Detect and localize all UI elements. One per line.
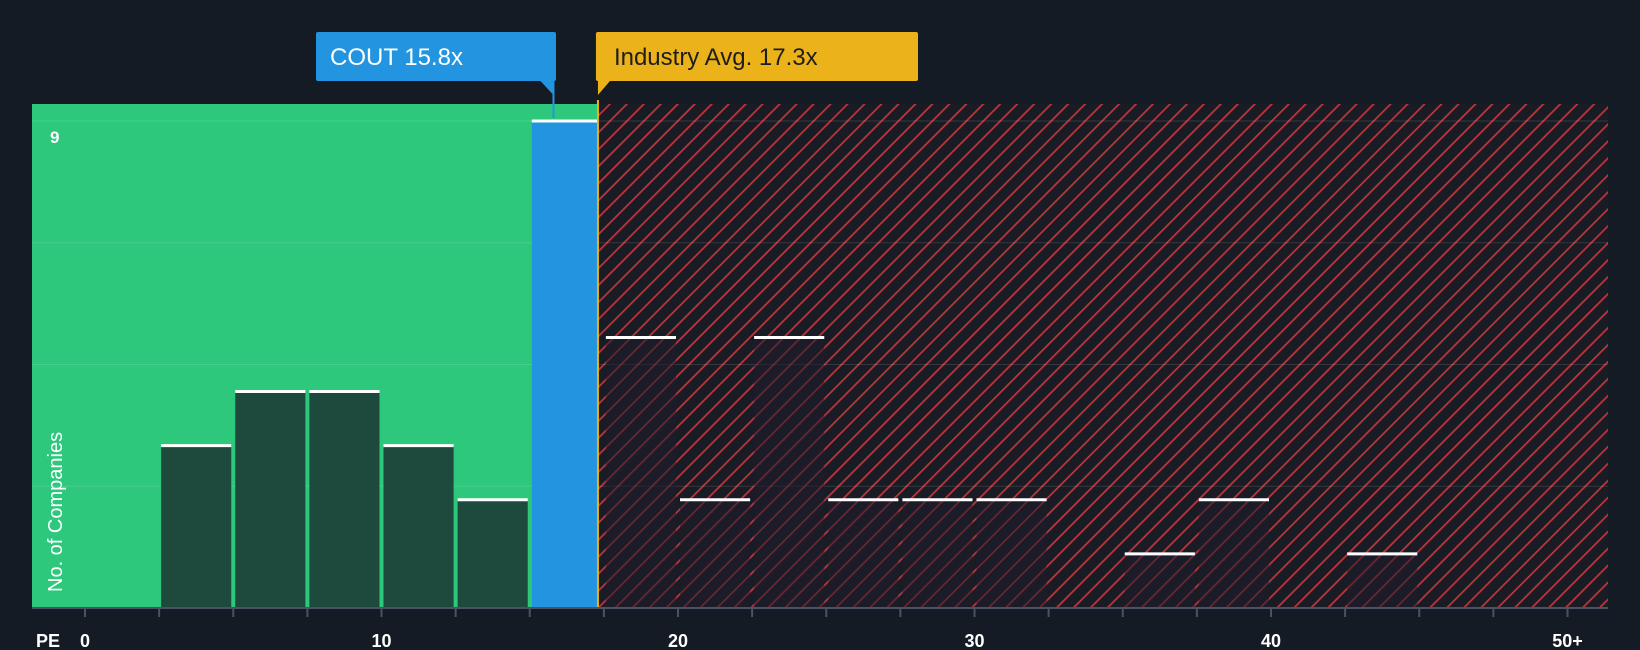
bar-12	[976, 499, 1047, 608]
bar-7	[605, 337, 676, 608]
bar-11	[902, 499, 973, 608]
bar-9	[754, 337, 825, 608]
bar-10	[828, 499, 899, 608]
bar-1	[161, 445, 232, 608]
bar-15	[1347, 553, 1418, 608]
x-tick-label-1: 0	[80, 631, 90, 650]
y-max-label: 9	[50, 128, 59, 147]
bar-5	[457, 499, 528, 608]
company-callout-pointer	[540, 81, 554, 95]
bar-8	[680, 499, 751, 608]
bar-4	[383, 445, 454, 608]
bar-14	[1198, 499, 1269, 608]
industry-callout-pointer	[597, 81, 610, 95]
company-callout-label: COUT 15.8x	[330, 44, 463, 71]
industry-callout-label: Industry Avg. 17.3x	[614, 44, 818, 71]
x-tick-label-2: 10	[371, 631, 391, 650]
company-callout-box	[316, 32, 556, 81]
x-tick-label-4: 30	[964, 631, 984, 650]
industry-callout-box	[595, 32, 918, 81]
bar-highlight-company	[531, 121, 598, 608]
y-axis-label: No. of Companies	[45, 432, 67, 592]
bar-2	[235, 391, 306, 608]
bar-13	[1124, 553, 1195, 608]
x-axis-label: PE	[36, 631, 60, 650]
x-tick-label-5: 40	[1261, 631, 1281, 650]
x-tick-label-3: 20	[668, 631, 688, 650]
x-tick-label-6: 50+	[1552, 631, 1583, 650]
bar-3	[309, 391, 380, 608]
